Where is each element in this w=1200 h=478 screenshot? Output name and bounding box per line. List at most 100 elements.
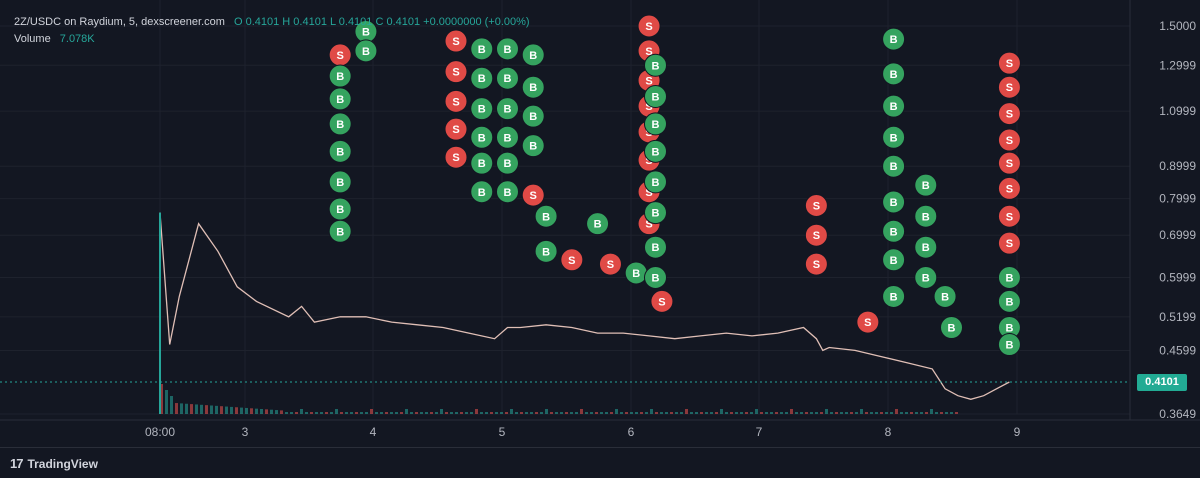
volume-bar: [490, 412, 493, 414]
sell-marker: [997, 75, 1021, 99]
volume-bar: [175, 403, 178, 414]
volume-bar: [805, 412, 808, 414]
marker-label: B: [890, 197, 898, 209]
buy-marker: [495, 125, 519, 149]
volume-bar: [705, 412, 708, 414]
sell-marker: [997, 102, 1021, 126]
volume-bar: [855, 412, 858, 414]
x-tick-label: 5: [499, 425, 506, 439]
marker-label: B: [632, 268, 640, 280]
price-line: [159, 212, 1010, 400]
volume-bar: [360, 412, 363, 414]
volume-bar: [205, 405, 208, 414]
volume-bar: [460, 412, 463, 414]
volume-bar: [780, 412, 783, 414]
y-tick-label: 0.8999: [1159, 159, 1196, 173]
buy-marker: [534, 204, 558, 228]
volume-bar: [475, 409, 478, 414]
volume-bar: [795, 412, 798, 414]
volume-bar: [580, 409, 583, 414]
volume-bar: [410, 412, 413, 414]
volume-bar: [875, 412, 878, 414]
tradingview-mark-icon: 17: [10, 456, 24, 471]
marker-label: B: [652, 273, 660, 285]
volume-bar: [825, 409, 828, 414]
volume-bar: [890, 412, 893, 414]
marker-label: B: [478, 158, 486, 170]
volume-bar: [845, 412, 848, 414]
volume-bar: [270, 409, 273, 414]
volume-bar: [750, 412, 753, 414]
volume-bar: [590, 412, 593, 414]
volume-bar: [950, 412, 953, 414]
marker-label: S: [1006, 183, 1013, 195]
volume-bar: [940, 412, 943, 414]
volume-bar: [430, 412, 433, 414]
volume-bar: [255, 408, 258, 414]
buy-marker: [643, 235, 667, 259]
volume-bar: [315, 412, 318, 414]
volume-bar: [905, 412, 908, 414]
marker-label: B: [336, 204, 344, 216]
marker-label: B: [478, 73, 486, 85]
buy-marker: [643, 139, 667, 163]
marker-label: B: [504, 104, 512, 116]
y-tick-label: 1.2999: [1159, 58, 1196, 72]
volume-bar: [600, 412, 603, 414]
volume-bar: [615, 409, 618, 414]
marker-label: B: [529, 50, 537, 62]
volume-bar: [485, 412, 488, 414]
sell-marker: [997, 176, 1021, 200]
price-chart[interactable]: 1.5000 1.2999 1.0999 0.8999 0.7999 0.6999 0.59…: [0, 0, 1200, 447]
volume-bar: [295, 412, 298, 414]
volume-bar: [470, 412, 473, 414]
volume-bar: [285, 412, 288, 414]
buy-marker: [495, 180, 519, 204]
x-tick-label: 8: [885, 425, 892, 439]
volume-bar: [770, 412, 773, 414]
sell-marker: [804, 252, 828, 276]
sell-marker: [444, 89, 468, 113]
x-tick-label: 9: [1014, 425, 1021, 439]
buy-marker: [914, 173, 938, 197]
buy-marker: [495, 151, 519, 175]
volume-bar: [800, 412, 803, 414]
marker-label: S: [452, 124, 459, 136]
marker-label: S: [452, 96, 459, 108]
marker-label: B: [362, 27, 370, 39]
volume-bar: [630, 412, 633, 414]
volume-bar: [650, 409, 653, 414]
marker-label: B: [542, 211, 550, 223]
volume-bar: [505, 412, 508, 414]
volume-bar: [520, 412, 523, 414]
volume-bar: [680, 412, 683, 414]
symbol-label: 2Z/USDC on Raydium, 5, dexscreener.com: [14, 16, 225, 28]
volume-bar: [260, 409, 263, 414]
marker-label: B: [1005, 340, 1013, 352]
buy-marker: [643, 112, 667, 136]
buy-marker: [940, 316, 964, 340]
volume-bar: [660, 412, 663, 414]
volume-bar: [215, 405, 218, 414]
marker-label: B: [336, 94, 344, 106]
tradingview-logo[interactable]: 17 TradingView: [10, 456, 98, 471]
y-tick-label: 0.5199: [1159, 310, 1196, 324]
marker-label: S: [645, 101, 652, 113]
volume-bar: [435, 412, 438, 414]
marker-label: B: [652, 119, 660, 131]
volume-bar: [835, 412, 838, 414]
volume-bar: [535, 412, 538, 414]
volume-bar: [745, 412, 748, 414]
volume-bar: [900, 412, 903, 414]
sell-marker: [444, 117, 468, 141]
volume-bar: [690, 412, 693, 414]
marker-label: S: [864, 317, 871, 329]
volume-bar: [530, 412, 533, 414]
volume-bar: [330, 412, 333, 414]
sell-marker: [521, 183, 545, 207]
marker-label: B: [922, 242, 930, 254]
x-tick-label: 3: [242, 425, 249, 439]
buy-marker: [643, 266, 667, 290]
marker-label: B: [922, 273, 930, 285]
volume-bar: [265, 409, 268, 414]
